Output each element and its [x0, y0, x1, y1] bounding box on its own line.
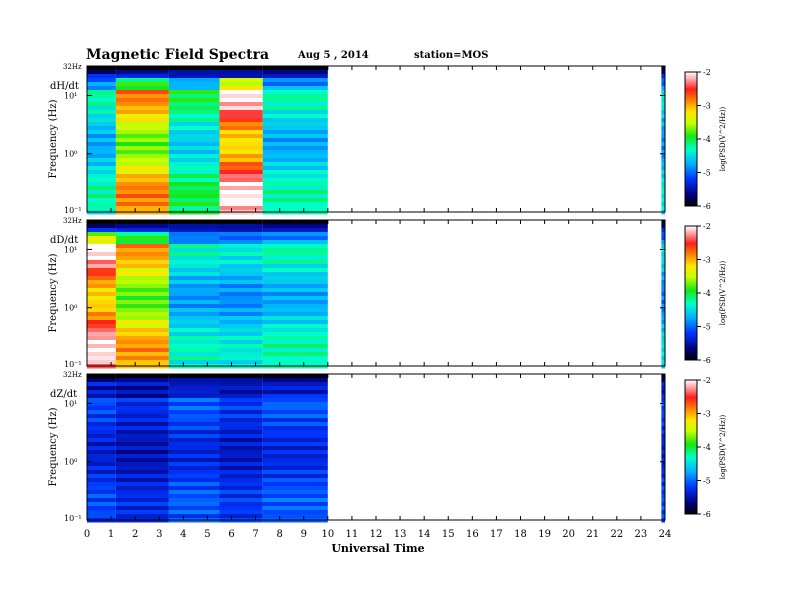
y-tick-label: 10¹ — [64, 91, 77, 100]
spectrogram-segment — [168, 220, 220, 369]
x-tick-label: 0 — [84, 529, 90, 540]
spectrogram-segment — [115, 66, 169, 215]
colorbar — [684, 225, 698, 361]
colorbar-tick-label: -2 — [703, 68, 711, 77]
x-tick-label: 3 — [156, 529, 162, 540]
panel-2: dD/dt 32Hz Frequency (Hz) 10¹ 10⁰ 10⁻¹ -2 -3 -4 -… — [48, 217, 727, 369]
panel-component-label: dD/dt — [50, 235, 78, 246]
colorbar-label: log(PSD(V^2/Hz)) — [719, 414, 727, 479]
colorbar-tick-label: -6 — [703, 510, 711, 519]
colorbar-tick-label: -5 — [703, 323, 711, 332]
x-tick-label: 9 — [301, 529, 307, 540]
y-tick-label: 10¹ — [64, 245, 77, 254]
panel-component-label: dH/dt — [50, 81, 79, 92]
x-tick-label: 18 — [514, 529, 527, 540]
x-tick-label: 4 — [180, 529, 186, 540]
colorbar-label: log(PSD(V^2/Hz)) — [719, 260, 727, 325]
colorbar-tick-label: -2 — [703, 376, 711, 385]
y-tick-label: 10⁻¹ — [64, 360, 82, 369]
x-tick-label: 7 — [252, 529, 258, 540]
colorbar-tick-label: -6 — [703, 356, 711, 365]
spectrogram-segment — [661, 66, 665, 215]
frequency-top-label: 32Hz — [63, 371, 82, 379]
chart-station: station=MOS — [414, 50, 488, 61]
spectrogram-segment — [661, 220, 665, 369]
spectrogram-segment — [87, 220, 116, 369]
spectrogram-segment — [168, 66, 220, 215]
colorbar-tick-label: -4 — [703, 443, 711, 452]
colorbar-tick-label: -3 — [703, 410, 711, 419]
x-tick-label: 19 — [538, 529, 551, 540]
spectrogram-segment — [168, 374, 220, 523]
colorbar-label: log(PSD(V^2/Hz)) — [719, 106, 727, 171]
colorbar — [684, 71, 698, 207]
spectrogram-segment — [661, 374, 665, 523]
x-tick-label: 13 — [394, 529, 407, 540]
y-tick-label: 10⁰ — [64, 150, 77, 159]
spectrogram-segment — [115, 220, 169, 369]
spectrogram-segment — [87, 374, 116, 523]
x-tick-label: 6 — [228, 529, 234, 540]
colorbar — [684, 379, 698, 515]
spectrogram-segment — [219, 66, 263, 215]
y-tick-label: 10⁻¹ — [64, 206, 82, 215]
spectrogram-segment — [219, 374, 263, 523]
colorbar-tick-label: -3 — [703, 256, 711, 265]
x-tick-label: 5 — [204, 529, 210, 540]
y-axis-label: Frequency (Hz) — [48, 253, 59, 332]
spectrogram-segment — [262, 374, 328, 523]
x-tick-label: 17 — [490, 529, 503, 540]
x-tick-label: 15 — [442, 529, 455, 540]
colorbar-tick-label: -4 — [703, 135, 711, 144]
x-tick-label: 16 — [466, 529, 479, 540]
colorbar-tick-label: -5 — [703, 169, 711, 178]
x-tick-label: 2 — [132, 529, 138, 540]
x-tick-label: 1 — [108, 529, 114, 540]
frequency-top-label: 32Hz — [63, 63, 82, 71]
colorbar-tick-label: -4 — [703, 289, 711, 298]
x-tick-label: 23 — [635, 529, 648, 540]
x-tick-label: 11 — [346, 529, 359, 540]
x-tick-label: 8 — [276, 529, 282, 540]
x-tick-label: 21 — [586, 529, 599, 540]
panel-3: dZ/dt 32Hz Frequency (Hz) 10¹ 10⁰ 10⁻¹ -2 -3 -4 -… — [48, 371, 727, 523]
x-axis: 0 1 2 3 4 5 6 7 8 9 10 11 12 13 14 15 16 17 18 19 20 21 22 23 24 — [84, 529, 672, 540]
chart-date: Aug 5 , 2014 — [297, 50, 369, 61]
x-tick-label: 22 — [610, 529, 623, 540]
chart-title: Magnetic Field Spectra — [86, 47, 269, 63]
x-axis-label: Universal Time — [331, 542, 424, 555]
y-tick-label: 10⁻¹ — [64, 514, 82, 523]
colorbar-tick-label: -3 — [703, 102, 711, 111]
colorbar-tick-label: -6 — [703, 202, 711, 211]
y-axis-label: Frequency (Hz) — [48, 407, 59, 486]
colorbar-tick-label: -5 — [703, 477, 711, 486]
y-tick-label: 10⁰ — [64, 458, 77, 467]
frequency-top-label: 32Hz — [63, 217, 82, 225]
x-tick-label: 24 — [659, 529, 672, 540]
panel-1: dH/dt 32Hz Frequency (Hz) 10¹ 10⁰ 10⁻¹ -2 -3 -4 -… — [48, 63, 727, 215]
x-tick-label: 20 — [562, 529, 575, 540]
panel-component-label: dZ/dt — [50, 389, 77, 400]
spectrogram-segment — [262, 220, 328, 369]
x-tick-label: 14 — [418, 529, 431, 540]
x-tick-label: 12 — [370, 529, 383, 540]
y-tick-label: 10¹ — [64, 399, 77, 408]
y-axis-label: Frequency (Hz) — [48, 99, 59, 178]
spectrogram-segment — [87, 66, 116, 215]
spectrogram-segment — [115, 374, 169, 523]
colorbar-tick-label: -2 — [703, 222, 711, 231]
spectrogram-segment — [262, 66, 328, 215]
y-tick-label: 10⁰ — [64, 304, 77, 313]
x-tick-label: 10 — [321, 529, 334, 540]
spectrogram-segment — [219, 220, 263, 369]
